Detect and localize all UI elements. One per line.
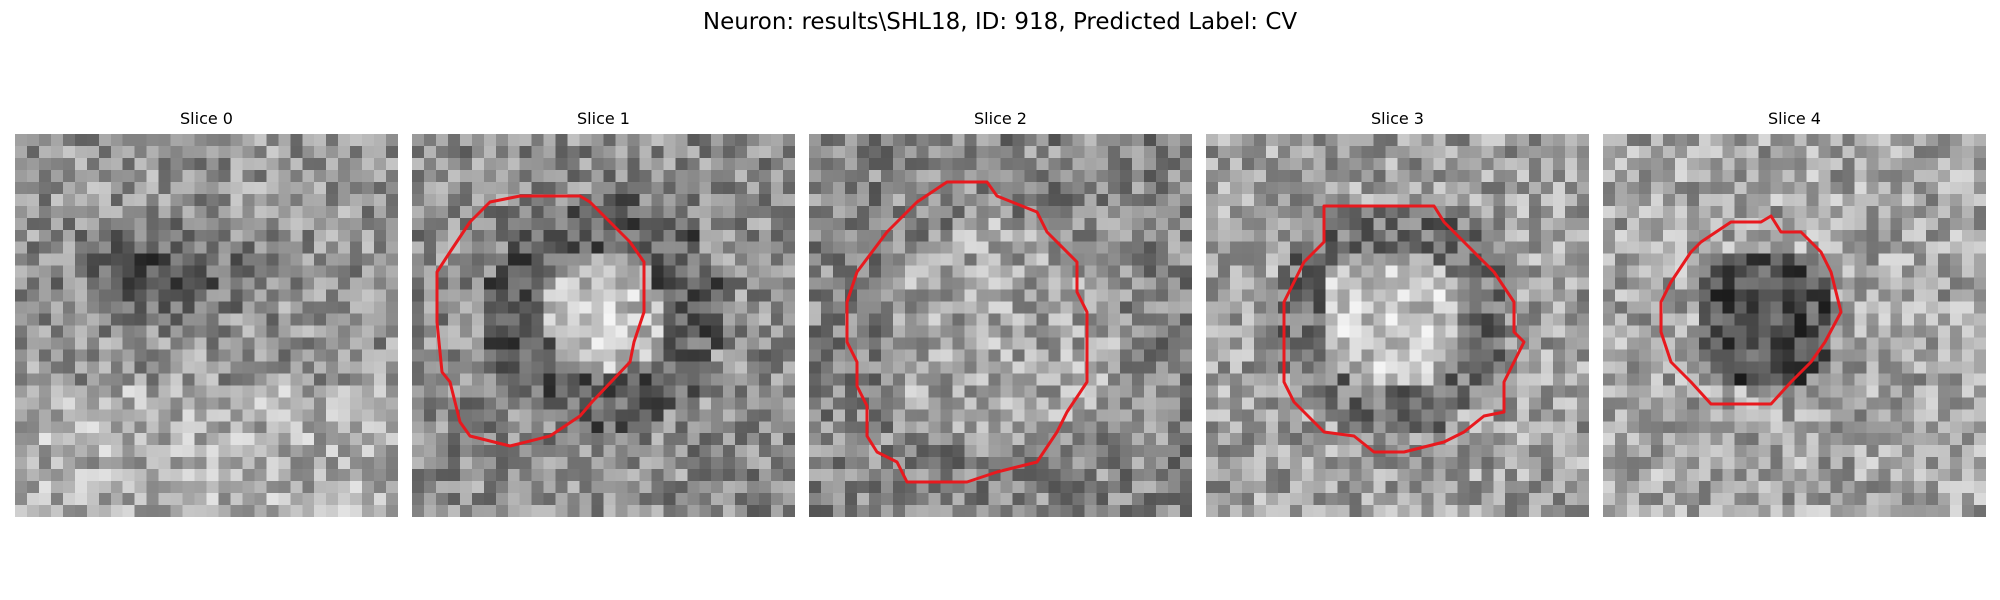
slice-panel-1: Slice 1 — [412, 108, 795, 517]
slice-panel-3: Slice 3 — [1206, 108, 1589, 517]
slice-image-1 — [412, 134, 795, 517]
slice-title-3: Slice 3 — [1371, 109, 1424, 128]
slice-title-0: Slice 0 — [180, 109, 233, 128]
slice-pixels-0 — [15, 134, 398, 517]
slice-pixels-4 — [1603, 134, 1986, 517]
slice-panel-2: Slice 2 — [809, 108, 1192, 517]
slice-title-1: Slice 1 — [577, 109, 630, 128]
slice-panel-0: Slice 0 — [15, 108, 398, 517]
slice-pixels-3 — [1206, 134, 1589, 517]
slice-image-2 — [809, 134, 1192, 517]
slice-panel-4: Slice 4 — [1603, 108, 1986, 517]
slice-image-4 — [1603, 134, 1986, 517]
slice-image-3 — [1206, 134, 1589, 517]
figure-title: Neuron: results\SHL18, ID: 918, Predicte… — [702, 9, 1298, 35]
slice-image-0 — [15, 134, 398, 517]
slice-pixels-2 — [809, 134, 1192, 517]
slice-title-4: Slice 4 — [1768, 109, 1821, 128]
slice-pixels-1 — [412, 134, 795, 517]
slice-title-2: Slice 2 — [974, 109, 1027, 128]
